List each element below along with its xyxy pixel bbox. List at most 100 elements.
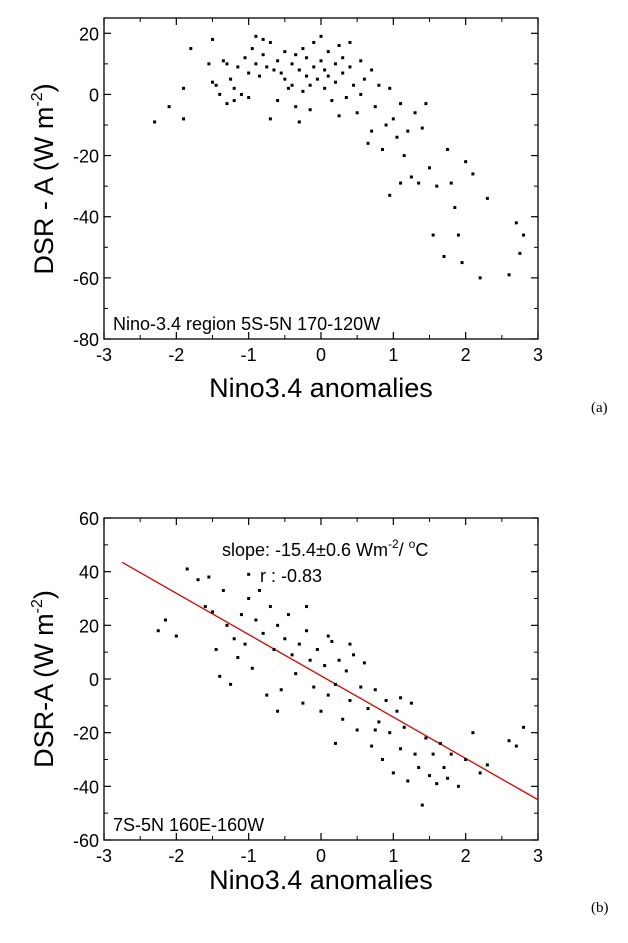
chart-a-y-axis-title-close: )	[29, 83, 59, 92]
chart-b-point	[424, 736, 428, 740]
chart-b-point	[413, 752, 417, 756]
chart-a-point	[323, 68, 327, 72]
chart-a-point	[355, 111, 359, 115]
chart-a-point	[236, 65, 240, 69]
chart-a-point	[225, 62, 229, 66]
chart-b-y-tick-label: -60	[73, 831, 99, 851]
chart-a-point	[268, 117, 272, 121]
chart-a-point	[268, 40, 272, 44]
chart-a-point	[319, 59, 323, 63]
chart-b-point	[326, 693, 330, 697]
chart-b-y-tick-label: 40	[79, 563, 99, 583]
chart-a-point	[218, 92, 222, 96]
chart-a-ticks	[103, 18, 539, 340]
chart-b-x-tick-label: -2	[168, 846, 184, 866]
chart-a-point	[456, 233, 460, 237]
chart-b-point	[211, 610, 214, 614]
chart-b-point	[333, 741, 337, 745]
chart-b-y-tick-label: 60	[79, 509, 99, 529]
chart-a-point	[250, 47, 254, 51]
chart-b-point	[399, 696, 403, 700]
chart-b-point	[247, 572, 251, 576]
chart-a-point	[232, 86, 236, 90]
chart-a-y-tick-label: -80	[73, 330, 99, 350]
chart-b-point	[377, 720, 381, 724]
chart-a-x-tick-label: 2	[461, 345, 471, 365]
chart-b-point	[359, 685, 363, 689]
chart-a-point	[243, 56, 247, 60]
chart-b-point	[388, 731, 392, 735]
chart-a-point	[359, 92, 363, 96]
chart-a-point	[464, 160, 468, 164]
chart-b-slope-sup: -2	[388, 537, 399, 551]
chart-a-point	[261, 53, 265, 57]
chart-b-point	[279, 688, 283, 692]
chart-a-x-tick-label: -2	[168, 345, 184, 365]
chart-b-point	[380, 758, 384, 761]
chart-a-point	[308, 83, 312, 87]
chart-b-x-tick-label: -1	[241, 846, 257, 866]
chart-b-point	[514, 744, 518, 748]
chart-b-y-tick-labels: -60 -40 -20 0 20 40 60	[73, 509, 99, 851]
chart-b-point	[276, 623, 280, 627]
chart-b-point	[406, 779, 410, 783]
chart-b-x-axis-title: Nino3.4 anomalies	[209, 865, 433, 895]
chart-a-point	[247, 95, 251, 99]
chart-b-point	[196, 578, 200, 582]
chart-b-point	[243, 642, 247, 646]
chart-a-point	[207, 62, 211, 66]
chart-b-x-tick-labels: -3 -2 -1 0 1 2 3	[96, 846, 543, 866]
chart-a-point	[189, 47, 193, 51]
chart-a-point	[362, 77, 366, 81]
chart-a-point	[449, 181, 453, 185]
chart-b-point	[370, 744, 374, 748]
chart-a-point	[225, 102, 229, 106]
chart-b-point	[326, 634, 330, 638]
chart-b-point	[402, 725, 406, 729]
chart-b-x-tick-label: -3	[96, 846, 112, 866]
chart-a-point	[388, 193, 392, 197]
chart-b-point	[399, 747, 403, 751]
chart-b-y-tick-label: 0	[89, 670, 99, 690]
chart-a-point	[211, 80, 214, 84]
chart-b-point	[391, 771, 395, 775]
chart-b-point	[446, 776, 450, 780]
chart-a-point	[312, 40, 316, 44]
chart-b-point	[373, 728, 377, 732]
chart-b-point	[305, 605, 309, 609]
chart-b-point	[283, 637, 287, 641]
chart-b-point	[258, 588, 262, 592]
chart-b-point	[225, 623, 229, 627]
chart-a-point	[420, 126, 424, 130]
chart-a-point	[391, 117, 395, 121]
chart-a-point	[286, 86, 290, 90]
chart-a-y-tick-label: 0	[89, 85, 99, 105]
chart-a-point	[294, 105, 298, 109]
chart-a-point	[337, 44, 341, 48]
chart-b-point	[207, 575, 211, 579]
chart-a-point	[330, 99, 334, 103]
chart-a-x-axis-title: Nino3.4 anomalies	[209, 373, 433, 403]
chart-a-panel-label: (a)	[591, 400, 608, 416]
chart-a-point	[211, 37, 214, 41]
chart-b-point	[294, 672, 298, 676]
chart-a-point	[294, 53, 298, 57]
chart-a-point	[272, 68, 276, 72]
chart-b-point	[435, 782, 439, 786]
chart-a-point	[182, 117, 186, 121]
chart-b-point	[344, 669, 348, 673]
chart-b-slope-deg: o	[409, 537, 416, 551]
chart-a-point	[424, 102, 428, 106]
chart-b-point	[428, 774, 431, 778]
chart-a-point	[337, 114, 341, 118]
chart-a-y-axis-title-sup: -2	[29, 92, 46, 106]
chart-a-point	[373, 105, 377, 109]
chart-a: -3 -2 -1 0 1 2 3 -80 -60 -40 -20 0 20 Nino-3.4 regi…	[29, 17, 608, 416]
chart-a-point	[283, 50, 287, 54]
chart-b-point	[478, 771, 482, 775]
chart-b-fit-line	[121, 561, 539, 801]
chart-a-point	[254, 62, 258, 66]
chart-b-point	[319, 709, 323, 713]
chart-a-point	[333, 62, 337, 66]
chart-b-slope-annotation: slope: -15.4±0.6 Wm-2/ oC	[222, 537, 428, 560]
